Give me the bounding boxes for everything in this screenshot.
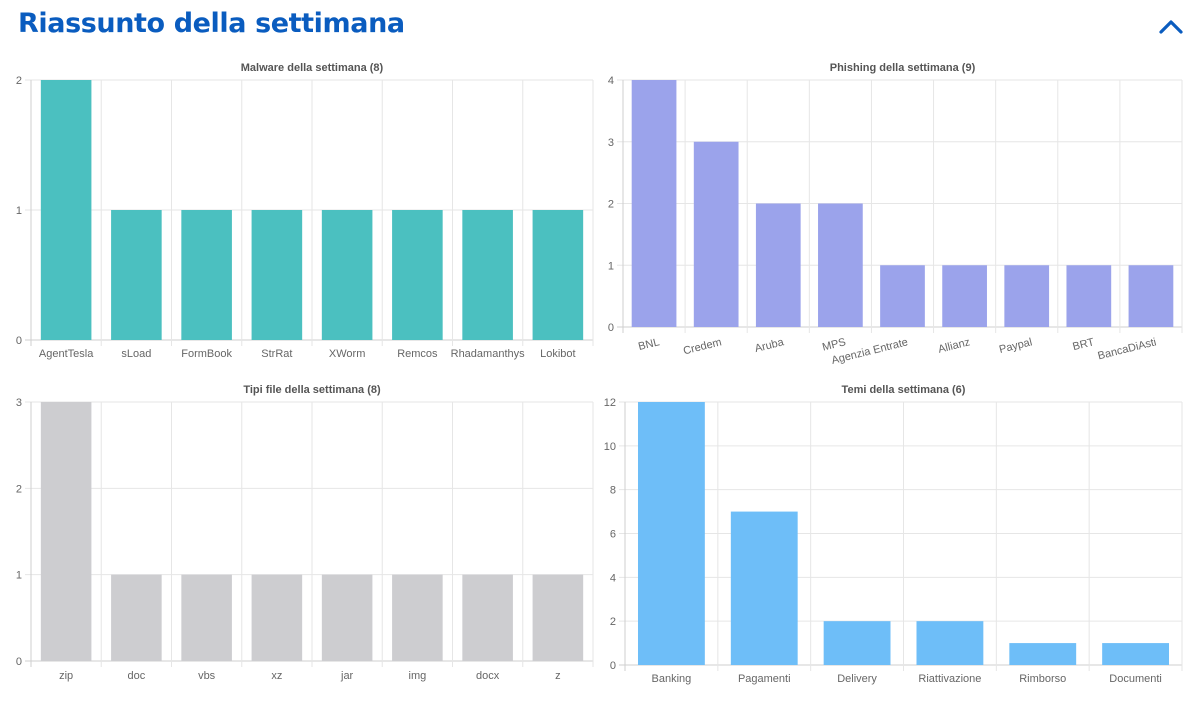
y-tick-label: 8 — [610, 485, 616, 497]
bar-lokibot[interactable] — [532, 210, 584, 340]
y-tick-label: 12 — [604, 397, 616, 409]
malware-chart: Malware della settimana (8) 0 1 2 AgentTesla… — [0, 56, 600, 376]
bar-paypal[interactable] — [1004, 265, 1050, 327]
x-tick-label: xz — [271, 670, 282, 682]
bar-documenti[interactable] — [1102, 643, 1170, 665]
themes-chart: Temi della settimana (6) 0 2 4 6 8 10 12 Banking… — [590, 377, 1200, 697]
x-tick-label: XWorm — [329, 348, 365, 360]
x-tick-label: Pagamenti — [738, 673, 791, 685]
bar-zip[interactable] — [40, 402, 92, 661]
x-tick-label: Rhadamanthys — [451, 348, 525, 360]
y-tick-label: 2 — [16, 75, 22, 87]
y-tick-label: 4 — [608, 75, 614, 87]
y-tick-label: 1 — [16, 205, 22, 217]
x-tick-label: Riattivazione — [918, 673, 981, 685]
y-tick-label: 2 — [16, 483, 22, 495]
x-tick-label: Documenti — [1109, 673, 1162, 685]
bar-rimborso[interactable] — [1009, 643, 1077, 665]
filetypes-chart: Tipi file della settimana (8) 0 1 2 3 zip doc v… — [0, 377, 600, 697]
chevron-up-icon — [1159, 20, 1183, 34]
y-tick-label: 2 — [608, 199, 614, 211]
phishing-svg: Phishing della settimana (9) 0 1 2 3 4 BNL Cred… — [608, 62, 1183, 367]
x-tick-label: AgentTesla — [39, 348, 94, 360]
x-tick-label: BNL — [637, 336, 661, 353]
x-tick-label: Credem — [682, 336, 723, 357]
bar-jar[interactable] — [321, 574, 373, 661]
y-tick-label: 10 — [604, 441, 616, 453]
x-tick-label: Remcos — [397, 348, 438, 360]
x-tick-label: Allianz — [937, 336, 971, 355]
y-tick-label: 0 — [608, 322, 614, 334]
bar-delivery[interactable] — [823, 621, 891, 665]
themes-svg: Temi della settimana (6) 0 2 4 6 8 10 12 Banking… — [604, 384, 1183, 685]
x-tick-label: Lokibot — [540, 348, 575, 360]
filetypes-svg: Tipi file della settimana (8) 0 1 2 3 zip doc v… — [16, 384, 594, 682]
x-tick-label: Paypal — [998, 336, 1034, 356]
chart-title: Temi della settimana (6) — [842, 384, 966, 396]
x-tick-label: Aruba — [754, 336, 786, 355]
y-tick-label: 0 — [16, 335, 22, 347]
bar-agenzia-entrate[interactable] — [880, 265, 925, 327]
x-tick-label: Rimborso — [1019, 673, 1066, 685]
x-tick-label: sLoad — [121, 348, 151, 360]
bar-remcos[interactable] — [392, 210, 443, 340]
x-tick-label: docx — [476, 670, 500, 682]
x-tick-label: vbs — [198, 670, 216, 682]
bar-agenttesla[interactable] — [40, 80, 92, 340]
y-tick-label: 1 — [608, 260, 614, 272]
y-tick-label: 2 — [610, 616, 616, 628]
y-tick-label: 0 — [16, 656, 22, 668]
y-tick-label: 1 — [16, 570, 22, 582]
x-tick-label: BRT — [1071, 336, 1095, 353]
y-tick-label: 6 — [610, 529, 616, 541]
bar-xz[interactable] — [251, 574, 303, 661]
bar-docx[interactable] — [462, 574, 513, 661]
x-tick-label: StrRat — [261, 348, 292, 360]
bar-rhadamanthys[interactable] — [462, 210, 513, 340]
bar-riattivazione[interactable] — [916, 621, 984, 665]
bar-aruba[interactable] — [755, 203, 801, 328]
x-tick-label: BancaDiAsti — [1097, 336, 1158, 362]
x-tick-label: img — [409, 670, 427, 682]
bar-strrat[interactable] — [251, 210, 303, 340]
bar-vbs[interactable] — [181, 574, 232, 661]
x-tick-label: Delivery — [837, 673, 877, 685]
x-tick-label: Banking — [652, 673, 692, 685]
y-tick-label: 4 — [610, 572, 616, 584]
bar-img[interactable] — [392, 574, 443, 661]
bar-bnl[interactable] — [631, 80, 677, 327]
y-tick-label: 0 — [610, 660, 616, 672]
phishing-chart: Phishing della settimana (9) 0 1 2 3 4 BNL Cred… — [590, 56, 1200, 376]
bar-pagamenti[interactable] — [730, 511, 798, 665]
bar-bancadiasti[interactable] — [1128, 265, 1174, 327]
malware-svg: Malware della settimana (8) 0 1 2 AgentTesla… — [16, 62, 594, 360]
x-tick-label: zip — [59, 670, 73, 682]
y-tick-label: 3 — [608, 137, 614, 149]
bar-doc[interactable] — [111, 574, 162, 661]
collapse-button[interactable] — [1156, 12, 1186, 42]
chart-title: Tipi file della settimana (8) — [243, 384, 381, 396]
chart-title: Malware della settimana (8) — [241, 62, 384, 74]
x-tick-label: FormBook — [181, 348, 232, 360]
x-tick-label: MPS — [821, 336, 847, 353]
bar-sload[interactable] — [111, 210, 162, 340]
x-tick-label: jar — [340, 670, 354, 682]
bar-xworm[interactable] — [321, 210, 373, 340]
page-title: Riassunto della settimana — [18, 8, 405, 39]
y-tick-label: 3 — [16, 397, 22, 409]
header: Riassunto della settimana — [0, 0, 1200, 56]
bar-allianz[interactable] — [942, 265, 987, 327]
bar-mps[interactable] — [818, 203, 863, 328]
bar-credem[interactable] — [693, 141, 739, 327]
x-tick-label: doc — [128, 670, 146, 682]
chart-title: Phishing della settimana (9) — [830, 62, 976, 74]
bar-brt[interactable] — [1066, 265, 1112, 327]
bar-z[interactable] — [532, 574, 584, 661]
x-tick-label: z — [555, 670, 561, 682]
bar-banking[interactable] — [637, 402, 705, 665]
bar-formbook[interactable] — [181, 210, 232, 340]
